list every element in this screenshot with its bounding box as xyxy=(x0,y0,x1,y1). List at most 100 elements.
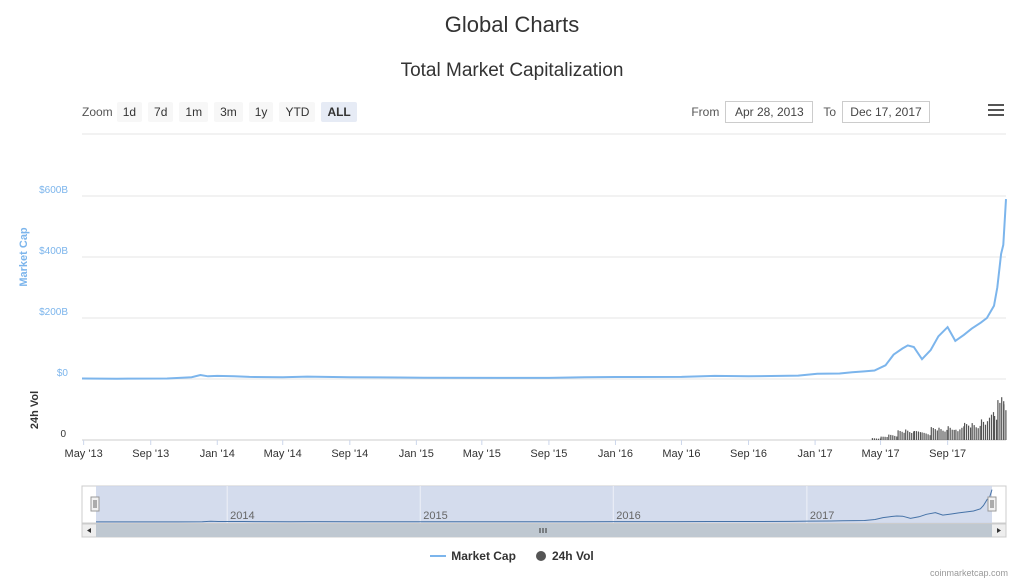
navigator-right-handle[interactable] xyxy=(987,496,997,512)
volume-series xyxy=(871,397,1007,440)
zoom-label: Zoom xyxy=(82,105,113,119)
scroll-right-arrow-icon[interactable] xyxy=(997,528,1001,533)
volume-bar xyxy=(977,428,979,440)
volume-bar xyxy=(909,432,911,440)
y-tick-label: $400B xyxy=(39,246,68,257)
legend-item-24h-vol[interactable]: 24h Vol xyxy=(535,549,594,563)
volume-bar xyxy=(973,425,975,440)
market-cap-line xyxy=(81,199,1007,380)
x-tick-label: Jan '17 xyxy=(798,448,833,460)
x-tick-label: Sep '14 xyxy=(331,448,368,460)
volume-bar xyxy=(901,431,903,440)
legend-line-icon xyxy=(430,555,447,557)
navigator[interactable]: 2014 2015 2016 2017 xyxy=(81,485,1007,524)
volume-bar xyxy=(930,427,932,440)
volume-bar xyxy=(984,424,987,440)
navigator-line xyxy=(96,489,993,523)
from-date-input[interactable]: Apr 28, 2013 xyxy=(725,101,814,123)
x-tick-label: Jan '16 xyxy=(598,448,633,460)
y-tick-label: $600B xyxy=(39,185,68,196)
zoom-1m-button[interactable]: 1m xyxy=(179,102,209,122)
zoom-all-button[interactable]: ALL xyxy=(321,102,357,122)
credit: coinmarketcap.com xyxy=(929,568,1008,578)
volume-bar xyxy=(882,436,884,440)
volume-bar xyxy=(966,424,968,440)
volume-bar xyxy=(957,431,959,440)
zoom-3m-button[interactable]: 3m xyxy=(214,102,243,122)
zoom-bar: Zoom 1d 7d 1m 3m 1y YTD ALL xyxy=(82,101,363,123)
volume-bar xyxy=(915,431,917,440)
volume-bar xyxy=(982,421,985,440)
volume-bar xyxy=(988,417,991,440)
volume-bar xyxy=(911,433,913,440)
zoom-7d-button[interactable]: 7d xyxy=(148,102,174,122)
navigator-left-handle[interactable] xyxy=(90,496,100,512)
x-tick-label: Sep '16 xyxy=(730,448,767,460)
volume-bar xyxy=(942,430,944,440)
volume-bar xyxy=(892,435,894,440)
volume-bar xyxy=(963,426,965,440)
x-tick-label: May '16 xyxy=(662,448,700,460)
volume-bar xyxy=(934,429,936,440)
volume-bar xyxy=(888,434,890,440)
volume-bar xyxy=(986,421,989,440)
y-tick-label: $0 xyxy=(57,368,69,379)
volume-bar xyxy=(913,431,915,440)
volume-bar xyxy=(996,419,998,440)
hamburger-menu-icon[interactable] xyxy=(988,104,1004,118)
legend-label-market-cap: Market Cap xyxy=(451,549,516,563)
chart-title: Total Market Capitalization xyxy=(400,60,624,81)
zoom-1y-button[interactable]: 1y xyxy=(248,102,274,122)
volume-bar xyxy=(880,436,882,440)
volume-axis-title: 24h Vol xyxy=(29,391,41,429)
volume-bar xyxy=(877,438,879,440)
legend-label-24h-vol: 24h Vol xyxy=(551,549,594,563)
volume-bar xyxy=(932,428,934,440)
navigator-selection[interactable] xyxy=(96,486,992,523)
legend-item-market-cap[interactable]: Market Cap xyxy=(430,549,516,563)
zoom-1d-button[interactable]: 1d xyxy=(116,102,143,122)
x-tick-label: Sep '15 xyxy=(530,448,567,460)
volume-bar xyxy=(903,432,905,440)
volume-bar xyxy=(899,431,901,440)
volume-bar xyxy=(953,429,955,440)
volume-bar xyxy=(961,427,963,440)
volume-bar xyxy=(907,430,909,440)
scrollbar[interactable] xyxy=(81,523,1007,538)
navigator-year-label: 2014 xyxy=(230,510,254,522)
volume-bar xyxy=(921,432,923,440)
volume-bar xyxy=(947,426,949,440)
volume-bar xyxy=(871,438,873,440)
volume-bar xyxy=(964,422,966,440)
volume-bar xyxy=(879,438,881,440)
volume-bar xyxy=(992,412,995,440)
volume-bar xyxy=(927,434,929,440)
zoom-ytd-button[interactable]: YTD xyxy=(279,102,316,122)
volume-bar xyxy=(980,419,983,440)
x-tick-label: May '17 xyxy=(861,448,899,460)
volume-bar xyxy=(946,429,948,440)
to-date-input[interactable]: Dec 17, 2017 xyxy=(842,101,930,123)
volume-bar xyxy=(1003,404,1005,440)
volume-bar xyxy=(938,427,940,440)
grid xyxy=(82,195,1006,441)
volume-bar xyxy=(873,438,875,440)
volume-bar xyxy=(925,433,927,440)
scrollbar-thumb[interactable] xyxy=(96,524,992,537)
x-tick-label: May '15 xyxy=(463,448,501,460)
volume-bar xyxy=(875,438,877,440)
scroll-left-arrow-icon[interactable] xyxy=(87,528,91,533)
x-tick-label: Sep '13 xyxy=(132,448,169,460)
volume-bar xyxy=(975,427,977,440)
to-label: To xyxy=(823,105,836,119)
volume-bar xyxy=(886,437,888,440)
volume-bar xyxy=(959,429,961,440)
volume-bar xyxy=(1001,397,1003,440)
volume-bar xyxy=(897,430,899,440)
date-range: From Apr 28, 2013 To Dec 17, 2017 xyxy=(691,101,940,123)
y-axis-title: Market Cap xyxy=(18,227,30,287)
x-tick-label: Jan '14 xyxy=(200,448,235,460)
volume-tick-label: 0 xyxy=(60,429,66,440)
x-tick-label: Jan '15 xyxy=(399,448,434,460)
